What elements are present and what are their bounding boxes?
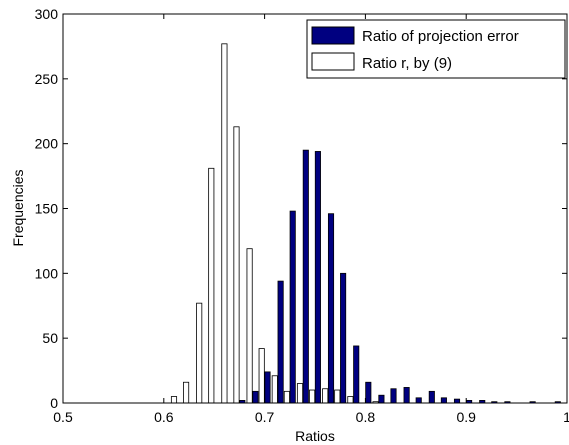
y-axis-label: Frequencies xyxy=(10,169,26,246)
bar-projection-error xyxy=(415,397,422,404)
bar-projection-error xyxy=(264,371,271,404)
bar-projection-error xyxy=(252,390,259,404)
x-tick-label: 0.6 xyxy=(154,409,174,425)
y-tick-label: 0 xyxy=(50,395,58,411)
y-tick-label: 300 xyxy=(35,6,59,22)
x-tick-label: 0.9 xyxy=(456,409,476,425)
bar-ratio-r xyxy=(296,383,304,404)
bar-ratio-r xyxy=(347,396,354,404)
bar-ratio-r xyxy=(334,389,341,404)
bar-ratio-r xyxy=(322,388,329,404)
y-tick-label: 250 xyxy=(35,71,59,87)
bar-projection-error xyxy=(378,394,385,404)
bar-projection-error xyxy=(353,345,360,404)
bar-ratio-r xyxy=(283,390,290,404)
y-tick-label: 100 xyxy=(35,265,59,281)
bar-ratio-r xyxy=(246,248,253,404)
bar-projection-error xyxy=(302,149,309,404)
bar-ratio-r xyxy=(233,126,240,404)
y-tick-label: 50 xyxy=(42,330,58,346)
bar-ratio-r xyxy=(221,43,228,404)
bar-ratio-r xyxy=(170,396,178,404)
y-tick-label: 200 xyxy=(35,136,59,152)
bar-projection-error xyxy=(453,398,461,404)
bar-ratio-r xyxy=(309,389,316,404)
bar-projection-error xyxy=(365,381,372,404)
bar-ratio-r xyxy=(208,167,215,404)
y-tick-label: 150 xyxy=(35,201,59,217)
bar-projection-error xyxy=(277,280,284,404)
legend-label-ratio-r: Ratio r, by (9) xyxy=(362,55,452,72)
bar-projection-error xyxy=(403,387,410,404)
ticks-layer: 0.5 0.6 0.7 0.8 0.9 1 0 50 100 150 200 250 300 xyxy=(35,6,569,425)
x-tick-label: 0.7 xyxy=(255,409,275,425)
legend-label-projection-error: Ratio of projection error xyxy=(362,28,519,45)
bar-projection-error xyxy=(289,210,296,404)
bar-ratio-r xyxy=(183,381,190,404)
x-tick-label: 0.8 xyxy=(356,409,376,425)
bar-ratio-r xyxy=(196,302,203,404)
bar-ratio-r xyxy=(271,375,278,404)
bar-projection-error xyxy=(314,151,321,404)
legend-swatch-projection-error xyxy=(311,26,355,45)
bar-ratio-r xyxy=(258,348,265,404)
x-tick-label: 1 xyxy=(563,409,569,425)
bar-projection-error xyxy=(327,213,335,404)
bar-projection-error xyxy=(440,397,447,404)
x-axis-label: Ratios xyxy=(295,428,335,444)
legend-swatch-ratio-r xyxy=(311,52,355,71)
legend: Ratio of projection error Ratio r, by (9… xyxy=(306,19,566,79)
bar-projection-error xyxy=(390,388,397,404)
bar-projection-error xyxy=(340,272,347,404)
bar-projection-error xyxy=(428,390,435,404)
x-tick-label: 0.5 xyxy=(53,409,73,425)
